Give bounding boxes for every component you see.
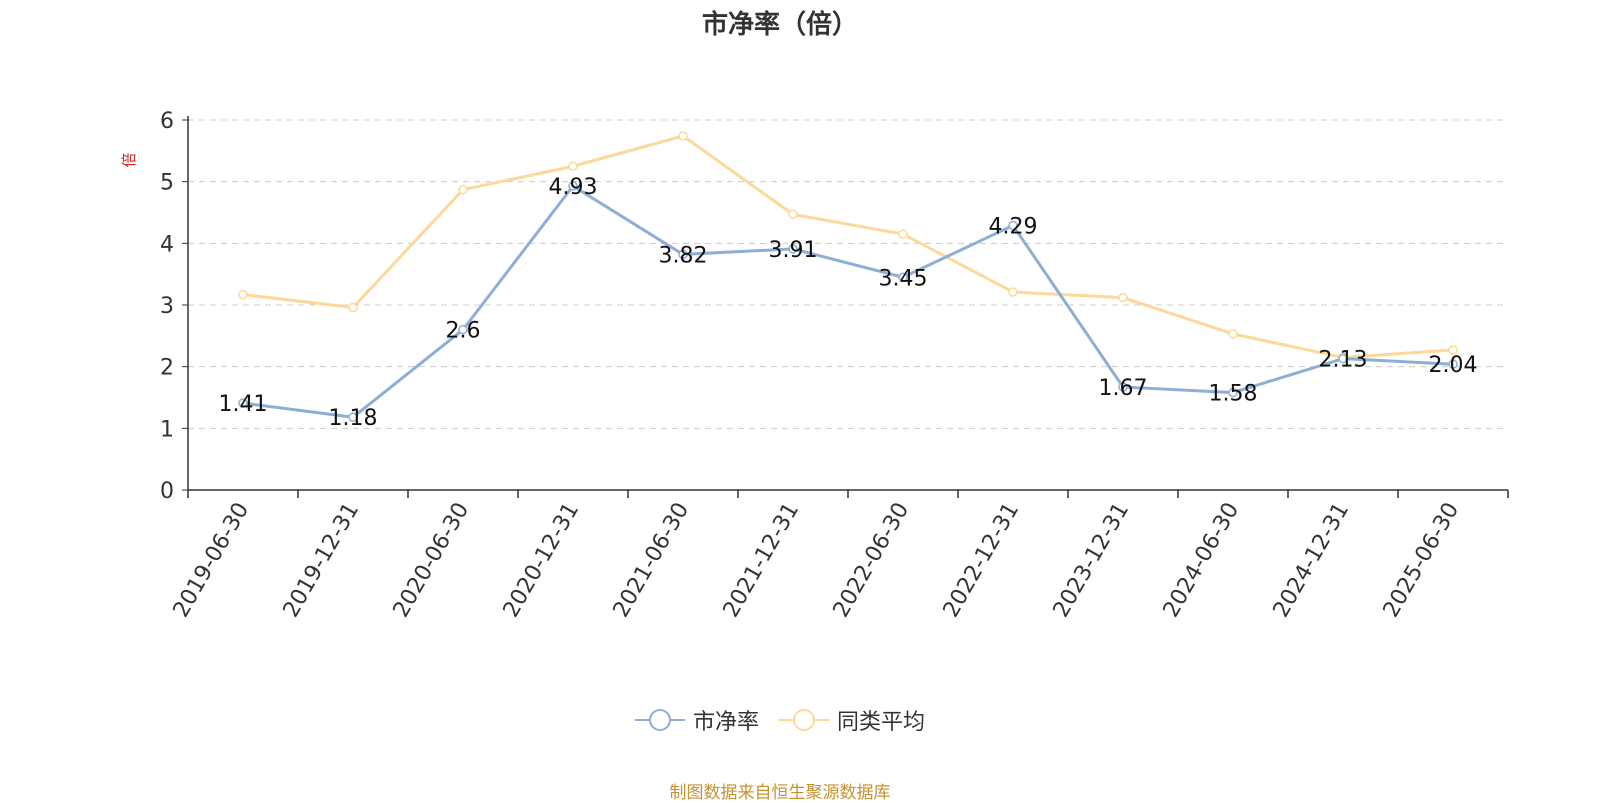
x-tick-label: 2021-12-31	[719, 499, 805, 622]
data-label-pb: 3.91	[769, 238, 818, 263]
y-tick-label: 2	[160, 356, 174, 381]
y-tick-label: 3	[160, 294, 174, 319]
x-tick-label: 2019-12-31	[279, 499, 365, 622]
x-tick-label: 2022-12-31	[939, 499, 1025, 622]
data-point-pb	[1338, 353, 1348, 364]
x-tick-label: 2020-06-30	[389, 499, 475, 622]
data-point-pb	[1448, 359, 1458, 369]
data-source-footer: 制图数据来自恒生聚源数据库	[669, 783, 891, 803]
chart-title: 市净率（倍）	[701, 10, 858, 40]
data-label-pb: 4.29	[989, 214, 1038, 239]
data-point-peer-avg	[788, 209, 798, 220]
x-tick-label: 2024-12-31	[1269, 499, 1355, 622]
data-label-pb: 4.93	[549, 175, 598, 200]
data-label-pb: 2.04	[1429, 353, 1478, 378]
data-point-peer-avg	[568, 161, 578, 171]
data-label-pb: 1.41	[219, 392, 268, 417]
data-point-peer-avg	[238, 289, 248, 300]
series-line-peer-avg	[242, 134, 1454, 359]
y-tick-label: 5	[160, 171, 174, 196]
x-tick-label: 2024-06-30	[1159, 499, 1245, 622]
data-point-pb	[238, 398, 248, 408]
data-label-pb: 3.82	[659, 243, 708, 268]
data-point-pb	[898, 272, 908, 282]
data-point-peer-avg	[1008, 287, 1018, 297]
x-tick-label: 2022-06-30	[829, 499, 915, 622]
x-tick-label: 2025-06-30	[1379, 499, 1465, 622]
data-point-pb	[458, 324, 468, 335]
data-point-peer-avg	[458, 184, 468, 195]
data-label-pb: 1.18	[329, 406, 378, 431]
x-tick-label: 2021-06-30	[609, 499, 695, 622]
x-tick-label: 2019-06-30	[169, 499, 255, 622]
y-tick-label: 4	[160, 232, 174, 257]
data-point-peer-avg	[1448, 345, 1458, 355]
legend-marker-peer-avg	[779, 709, 829, 731]
data-point-pb	[678, 249, 688, 260]
legend: 市净率 同类平均	[0, 704, 1560, 736]
data-label-pb: 2.6	[446, 319, 481, 344]
y-tick-label: 1	[160, 417, 174, 442]
data-point-pb	[1228, 387, 1238, 398]
series-line-pb	[242, 184, 1454, 419]
data-point-peer-avg	[678, 131, 688, 141]
data-point-pb	[788, 244, 798, 254]
y-tick-label: 6	[160, 109, 174, 134]
data-label-pb: 3.45	[879, 266, 928, 291]
data-point-pb	[1118, 382, 1128, 392]
legend-marker-pb	[634, 709, 685, 731]
legend-item-peer-avg[interactable]: 同类平均	[779, 704, 925, 736]
data-point-pb	[348, 412, 358, 422]
data-point-peer-avg	[898, 229, 908, 239]
data-label-pb: 2.13	[1319, 348, 1368, 373]
legend-label-peer-avg: 同类平均	[837, 710, 926, 735]
data-point-peer-avg	[1118, 292, 1128, 303]
data-point-peer-avg	[1228, 329, 1238, 339]
line-chart: 0 1 2 3 4 5 6 倍 2019-06-30 2019-12-31 2020-06-30 20…	[120, 109, 1509, 622]
y-axis-title: 倍	[120, 152, 138, 167]
legend-item-pb[interactable]: 市净率	[634, 704, 759, 736]
y-tick-label: 0	[160, 479, 174, 504]
data-point-peer-avg	[348, 302, 358, 313]
x-tick-label: 2020-12-31	[499, 499, 585, 622]
legend-label-pb: 市净率	[692, 710, 759, 735]
data-point-pb	[568, 181, 578, 191]
data-label-pb: 1.58	[1209, 382, 1258, 407]
data-point-pb	[1008, 220, 1018, 231]
x-tick-label: 2023-12-31	[1049, 499, 1135, 622]
data-label-pb: 1.67	[1099, 376, 1148, 401]
